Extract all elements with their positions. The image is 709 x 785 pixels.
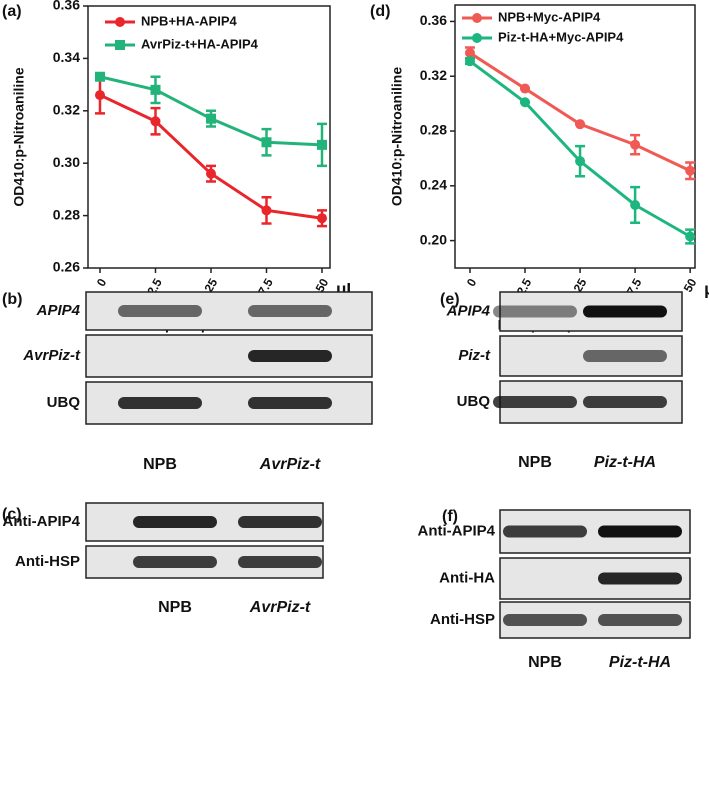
band (118, 305, 202, 317)
point (150, 84, 161, 95)
band (133, 516, 217, 528)
point (205, 168, 216, 179)
y-tick-label: 0.20 (420, 231, 447, 247)
panel-label: (c) (2, 506, 22, 523)
band (118, 397, 202, 409)
y-tick-label: 0.34 (53, 49, 80, 65)
lane-label: Piz-t-HA (609, 654, 671, 671)
panel-label: (b) (2, 291, 22, 308)
legend-label: NPB+Myc-APIP4 (498, 9, 601, 24)
band (248, 397, 332, 409)
y-tick-label: 0.32 (53, 102, 80, 118)
lane-label: NPB (158, 599, 192, 616)
point (261, 137, 272, 148)
lane-label: AvrPiz-t (249, 599, 311, 616)
point (575, 156, 586, 167)
band (493, 305, 577, 318)
panel-label: (d) (370, 3, 390, 20)
y-tick-label: 0.30 (53, 154, 80, 170)
y-tick-label: 0.26 (53, 259, 80, 275)
point (520, 83, 531, 94)
band (503, 614, 587, 626)
y-tick-label: 0.36 (53, 0, 80, 13)
point (464, 47, 475, 58)
row-label: Anti-APIP4 (2, 513, 80, 530)
x-tick-label: 25 (202, 276, 221, 295)
band (583, 350, 667, 362)
legend-label: Piz-t-HA+Myc-APIP4 (498, 29, 624, 44)
row-label: Anti-HA (439, 569, 495, 586)
band (583, 396, 667, 408)
row-label: UBQ (47, 394, 81, 411)
x-unit: μL (704, 279, 709, 298)
x-tick-label: 50 (681, 276, 700, 295)
row-label: UBQ (457, 393, 491, 410)
row-label: Anti-HSP (15, 553, 80, 570)
row-label: APIP4 (446, 302, 491, 319)
lane-label: AvrPiz-t (259, 456, 321, 473)
legend-marker (115, 17, 125, 27)
band (598, 572, 682, 585)
point (261, 205, 272, 216)
lane-label: NPB (528, 654, 562, 671)
point (94, 90, 105, 101)
point (150, 116, 161, 127)
panel-label: (a) (2, 3, 22, 20)
y-tick-label: 0.32 (420, 67, 447, 83)
point (205, 113, 216, 124)
point (685, 165, 696, 176)
y-tick-label: 0.36 (420, 12, 447, 28)
point (317, 213, 328, 224)
legend-marker (472, 13, 482, 23)
point (630, 199, 641, 210)
band (248, 305, 332, 317)
legend-marker (115, 40, 125, 50)
panel-label: (e) (440, 291, 460, 308)
y-tick-label: 0.28 (420, 122, 447, 138)
y-tick-label: 0.28 (53, 206, 80, 222)
x-tick-label: 0 (464, 276, 480, 289)
lane-label: NPB (518, 454, 552, 471)
x-tick-label: 0 (94, 276, 110, 289)
row-label: AvrPiz-t (22, 347, 81, 364)
legend-label: NPB+HA-APIP4 (141, 13, 237, 28)
row-label: Anti-HSP (430, 611, 495, 628)
row-label: Anti-APIP4 (417, 522, 495, 539)
point (520, 97, 531, 108)
point (630, 139, 641, 150)
plot-frame (87, 5, 331, 269)
point (464, 56, 475, 67)
lane-label: NPB (143, 456, 177, 473)
band (248, 350, 332, 362)
legend-marker (472, 33, 482, 43)
panel-label: (f) (442, 508, 458, 525)
band (133, 556, 217, 568)
point (575, 119, 586, 130)
band (503, 525, 587, 538)
x-tick-label: 50 (313, 276, 332, 295)
y-tick-label: 0.24 (420, 177, 447, 193)
row-label: APIP4 (36, 302, 81, 319)
legend-label: AvrPiz-t+HA-APIP4 (141, 36, 259, 51)
point (94, 71, 105, 82)
x-tick-label: 25 (571, 276, 590, 295)
plot-frame (454, 4, 696, 269)
point (685, 231, 696, 242)
band (238, 556, 322, 568)
row-label: Piz-t (458, 347, 491, 364)
y-axis-label: OD410:p-Nitroaniline (11, 67, 27, 206)
lane-label: Piz-t-HA (594, 454, 656, 471)
band (583, 305, 667, 318)
y-axis-label: OD410:p-Nitroaniline (389, 67, 405, 206)
point (317, 139, 328, 150)
band (598, 525, 682, 538)
band (598, 614, 682, 626)
band (493, 396, 577, 408)
band (238, 516, 322, 528)
